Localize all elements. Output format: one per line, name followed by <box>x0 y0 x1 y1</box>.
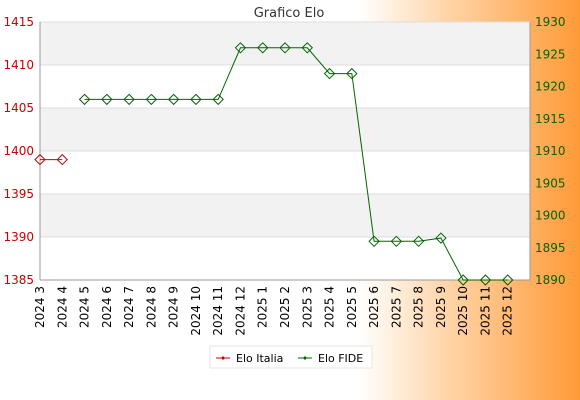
x-tick-label: 2025 2 <box>278 286 292 328</box>
x-tick-label: 2025 6 <box>367 286 381 328</box>
x-tick-label: 2024 9 <box>167 286 181 328</box>
x-tick-label: 2024 4 <box>55 286 69 328</box>
grid-band <box>40 151 530 194</box>
data-point <box>368 235 380 248</box>
right-tick-label: 1905 <box>535 176 566 190</box>
x-tick-label: 2025 1 <box>256 286 270 328</box>
x-tick-label: 2025 11 <box>478 286 492 336</box>
x-tick-label: 2025 9 <box>434 286 448 328</box>
legend-label: Elo Italia <box>236 352 283 365</box>
data-point <box>390 235 403 248</box>
right-tick-label: 1895 <box>535 241 566 255</box>
data-point <box>346 67 358 80</box>
data-point <box>457 274 469 286</box>
x-tick-label: 2024 8 <box>144 286 158 328</box>
x-tick-label: 2024 10 <box>189 286 203 336</box>
data-point <box>78 93 91 106</box>
right-tick-label: 1910 <box>535 144 566 158</box>
data-point <box>56 153 68 166</box>
x-tick-label: 2024 7 <box>122 286 136 328</box>
data-point <box>257 42 269 54</box>
x-tick-label: 2024 6 <box>100 286 114 328</box>
right-tick-label: 1925 <box>535 47 566 61</box>
right-tick-label: 1915 <box>535 112 566 126</box>
left-tick-label: 1385 <box>3 273 34 287</box>
data-point <box>34 153 46 166</box>
grid-band <box>40 194 530 237</box>
grid-band <box>40 237 530 280</box>
x-tick-label: 2025 3 <box>300 286 314 328</box>
left-tick-label: 1400 <box>3 144 34 158</box>
data-point <box>167 93 180 106</box>
data-point <box>234 42 247 54</box>
data-point <box>502 274 514 286</box>
data-point <box>435 232 447 244</box>
chart-title: Grafico Elo <box>254 6 325 21</box>
legend-swatch-marker <box>303 356 307 360</box>
data-point <box>412 235 425 248</box>
x-tick-label: 2025 12 <box>501 286 515 336</box>
x-tick-label: 2025 7 <box>389 286 403 328</box>
data-point <box>145 93 158 106</box>
x-tick-label: 2025 10 <box>456 286 470 336</box>
data-point <box>190 93 202 106</box>
left-tick-label: 1390 <box>3 230 34 244</box>
x-tick-label: 2024 12 <box>233 286 247 336</box>
x-tick-label: 2025 8 <box>412 286 426 328</box>
right-tick-label: 1890 <box>535 273 566 287</box>
legend-box <box>209 345 373 369</box>
legend: Elo Italia Elo FIDE <box>209 345 373 369</box>
left-tick-label: 1415 <box>3 15 34 29</box>
right-tick-label: 1930 <box>535 15 566 29</box>
grid-band <box>40 108 530 151</box>
data-point <box>479 274 492 286</box>
data-point <box>101 93 113 106</box>
x-tick-label: 2025 4 <box>323 286 337 328</box>
right-axis-ticks: 1890 1895 1900 1905 1910 1915 1920 1925 1930 <box>535 15 566 287</box>
data-point <box>279 42 291 54</box>
x-axis-ticks: 2024 3 2024 4 2024 5 2024 6 2024 7 2024 8 2024… <box>33 286 515 336</box>
right-tick-label: 1920 <box>535 80 566 94</box>
data-point <box>301 42 313 54</box>
left-axis-ticks: 1385 1390 1395 1400 1405 1410 1415 <box>3 15 34 287</box>
series-line <box>84 47 508 281</box>
data-point <box>123 93 135 106</box>
legend-label: Elo FIDE <box>318 352 363 365</box>
legend-swatch-marker <box>221 356 225 360</box>
data-point <box>323 67 336 80</box>
series-layer <box>34 42 514 286</box>
right-tick-label: 1900 <box>535 209 566 223</box>
left-tick-label: 1405 <box>3 101 34 115</box>
left-tick-label: 1410 <box>3 58 34 72</box>
grid-band <box>40 65 530 108</box>
left-tick-label: 1395 <box>3 187 34 201</box>
x-tick-label: 2025 5 <box>345 286 359 328</box>
x-tick-label: 2024 11 <box>211 286 225 336</box>
plot-area <box>39 21 531 281</box>
x-tick-label: 2024 3 <box>33 286 47 328</box>
data-point <box>212 93 224 106</box>
x-tick-label: 2024 5 <box>78 286 92 328</box>
